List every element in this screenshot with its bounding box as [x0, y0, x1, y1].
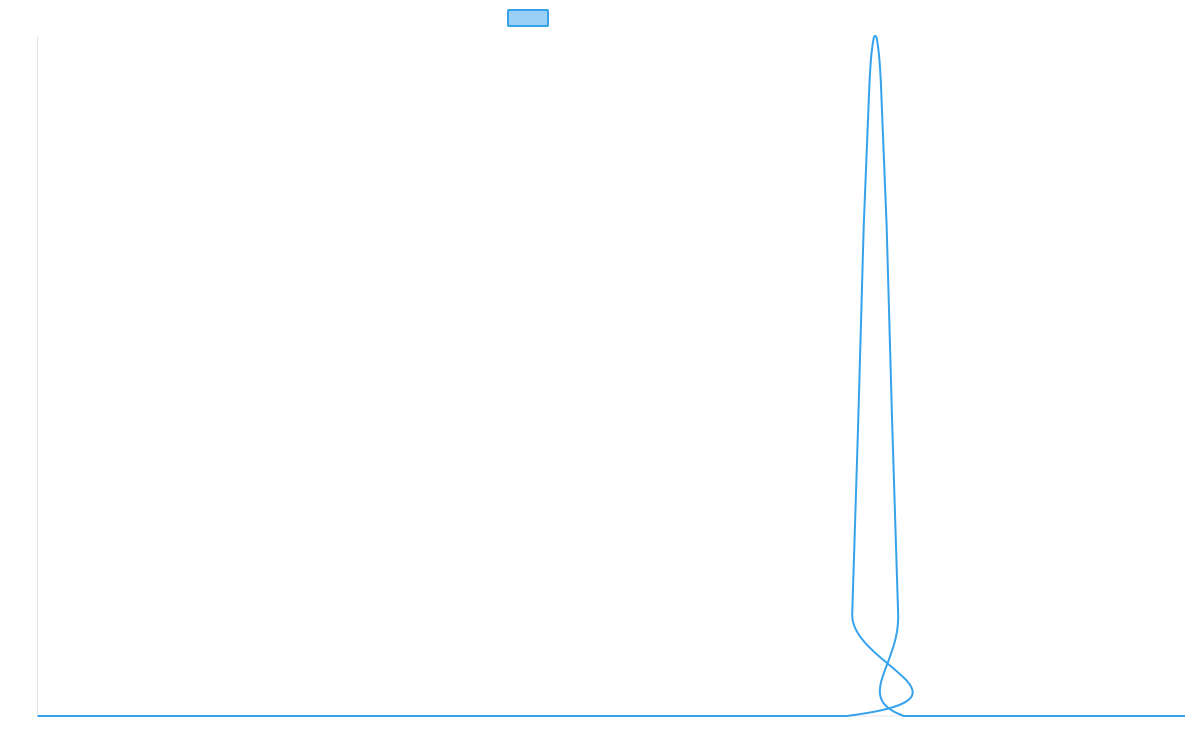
series-line-0[interactable] [37, 35, 1186, 718]
legend-swatch[interactable] [507, 9, 549, 27]
legend[interactable] [507, 9, 549, 27]
series-group [37, 35, 1186, 718]
